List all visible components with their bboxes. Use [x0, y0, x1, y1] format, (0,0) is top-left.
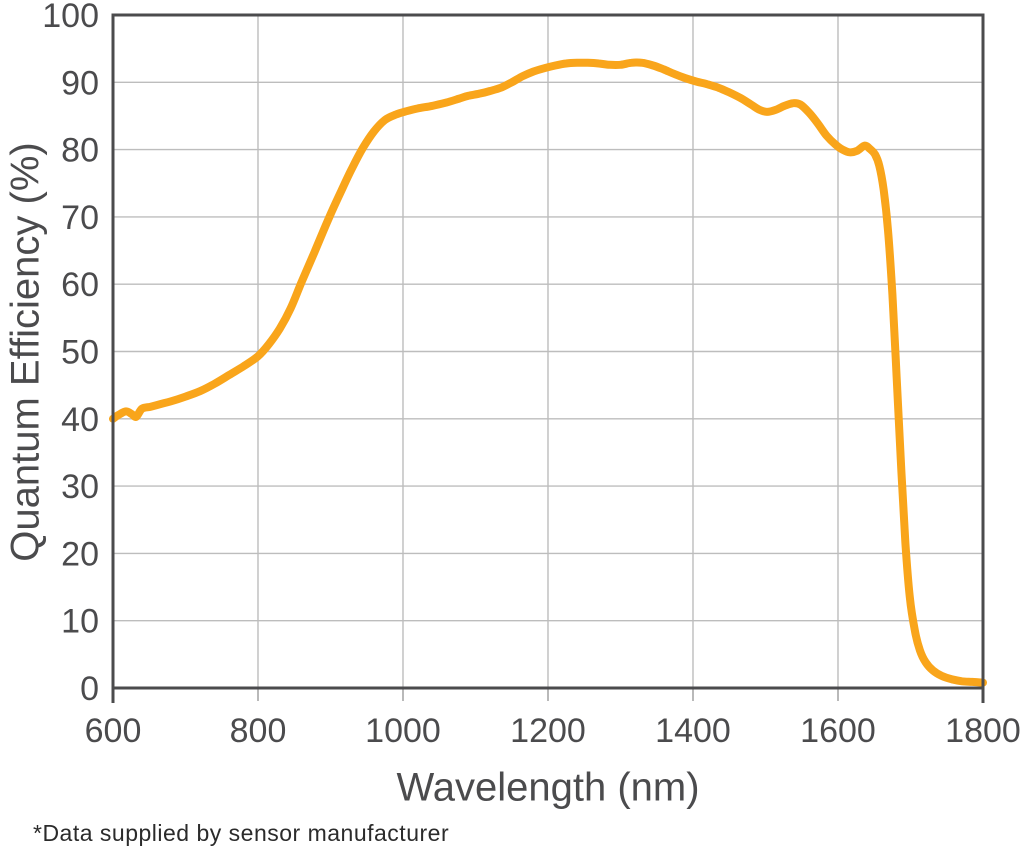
y-tick-label: 100: [42, 0, 99, 35]
x-tick-label: 800: [230, 712, 287, 750]
plot-border: [111, 13, 985, 690]
y-tick-label: 90: [61, 64, 99, 102]
y-axis-title: Quantum Efficiency (%): [3, 142, 48, 562]
x-axis-title: Wavelength (nm): [396, 765, 700, 810]
y-tick-label: 50: [61, 334, 99, 372]
y-tick-label: 20: [61, 535, 99, 573]
x-tick-label: 1400: [655, 712, 731, 750]
y-tick-label: 0: [80, 670, 99, 708]
y-tick-label: 10: [61, 603, 99, 641]
footnote: *Data supplied by sensor manufacturer: [33, 820, 450, 846]
y-tick-label: 40: [61, 401, 99, 439]
y-tick-label: 70: [61, 199, 99, 237]
x-tick-label: 1800: [945, 712, 1021, 750]
y-tick-label: 30: [61, 468, 99, 506]
qe-curve: [109, 58, 987, 687]
y-tick-label: 80: [61, 132, 99, 170]
x-tick-label: 600: [85, 712, 142, 750]
x-tick-label: 1600: [800, 712, 876, 750]
y-tick-label: 60: [61, 266, 99, 304]
x-tick-label: 1200: [510, 712, 586, 750]
x-tick-label: 1000: [365, 712, 441, 750]
